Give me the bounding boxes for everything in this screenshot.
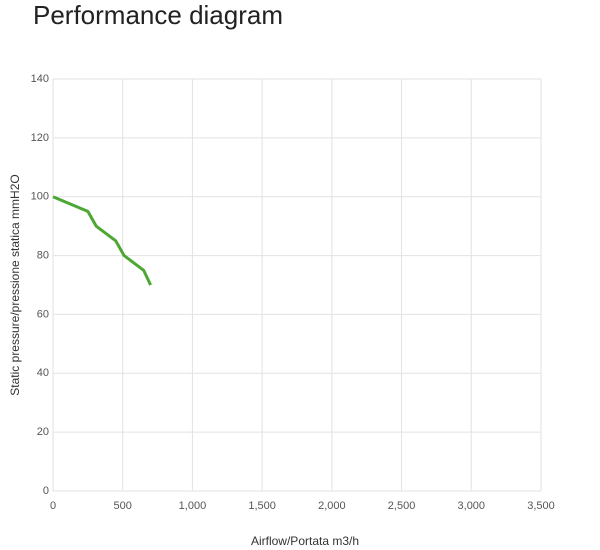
x-tick-label: 3,000 — [458, 500, 486, 512]
x-tick-label: 1,500 — [248, 500, 276, 512]
x-tick-label: 0 — [50, 500, 56, 512]
y-axis-title: Static pressure/pressione statica mmH2O — [8, 174, 22, 395]
y-tick-label: 120 — [31, 132, 49, 144]
y-tick-label: 60 — [37, 308, 49, 320]
x-tick-label: 2,500 — [388, 500, 416, 512]
chart-title: Performance diagram — [33, 0, 283, 30]
y-tick-label: 140 — [31, 73, 49, 85]
x-tick-label: 2,000 — [318, 500, 346, 512]
y-tick-label: 80 — [37, 249, 49, 261]
y-tick-label: 100 — [31, 191, 49, 203]
x-axis-title: Airflow/Portata m3/h — [251, 534, 359, 548]
y-tick-label: 0 — [43, 485, 49, 497]
data-line — [52, 195, 152, 286]
x-tick-label: 3,500 — [527, 500, 555, 512]
y-tick-label: 20 — [37, 426, 49, 438]
y-tick-label: 40 — [37, 367, 49, 379]
x-tick-label: 1,000 — [179, 500, 207, 512]
x-tick-label: 500 — [114, 500, 132, 512]
